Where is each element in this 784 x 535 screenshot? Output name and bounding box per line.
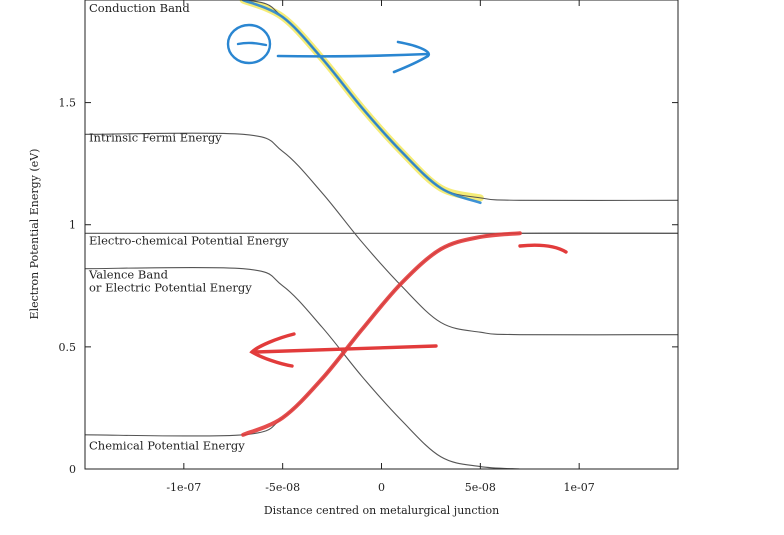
label-conduction-band: Conduction Band <box>89 1 190 15</box>
yellow-highlight-stroke <box>239 0 484 202</box>
curve-intrinsic-fermi-energy <box>84 132 679 336</box>
y-tick-label: 1.5 <box>59 97 77 110</box>
x-axis-title: Distance centred on metalurgical junctio… <box>264 504 499 517</box>
electron-minus-icon <box>236 41 268 47</box>
annotations-under <box>239 0 484 202</box>
y-axis-title: Electron Potential Energy (eV) <box>28 149 41 320</box>
electron-circle-icon <box>226 23 272 65</box>
label-electro-chemical-potential-energy: Electro-chemical Potential Energy <box>89 233 289 247</box>
annotations-over <box>226 0 568 437</box>
axis-ticks: -1e-07 -5e-08 0 5e-08 1e-07 0 0.5 1 1.5 <box>59 0 678 494</box>
x-tick-label: -5e-08 <box>265 481 300 494</box>
x-tick-label: 1e-07 <box>564 481 595 494</box>
label-chemical-potential-energy: Chemical Potential Energy <box>89 438 245 452</box>
x-tick-label: 5e-08 <box>465 481 496 494</box>
blue-annotation-stroke <box>241 0 482 205</box>
x-tick-label: -1e-07 <box>166 481 201 494</box>
red-annotation-stroke <box>241 231 522 437</box>
label-intrinsic-fermi-energy: Intrinsic Fermi Energy <box>89 131 222 145</box>
curve-conduction-band <box>85 0 679 202</box>
y-tick-label: 1 <box>69 219 76 232</box>
label-valence-band-or-electric-potential-energy: Valence Band or Electric Potential Energy <box>88 267 252 294</box>
y-tick-label: 0 <box>69 463 76 476</box>
left-arrow-icon <box>249 332 438 368</box>
curve-labels: Conduction Band Intrinsic Fermi Energy Ele… <box>88 1 289 452</box>
red-arrow-tail <box>518 243 568 254</box>
curve-valence-band-or-electric-potential-energy <box>84 266 520 470</box>
y-tick-label: 0.5 <box>59 341 77 354</box>
right-arrow-icon <box>276 40 431 74</box>
x-tick-label: 0 <box>378 481 385 494</box>
